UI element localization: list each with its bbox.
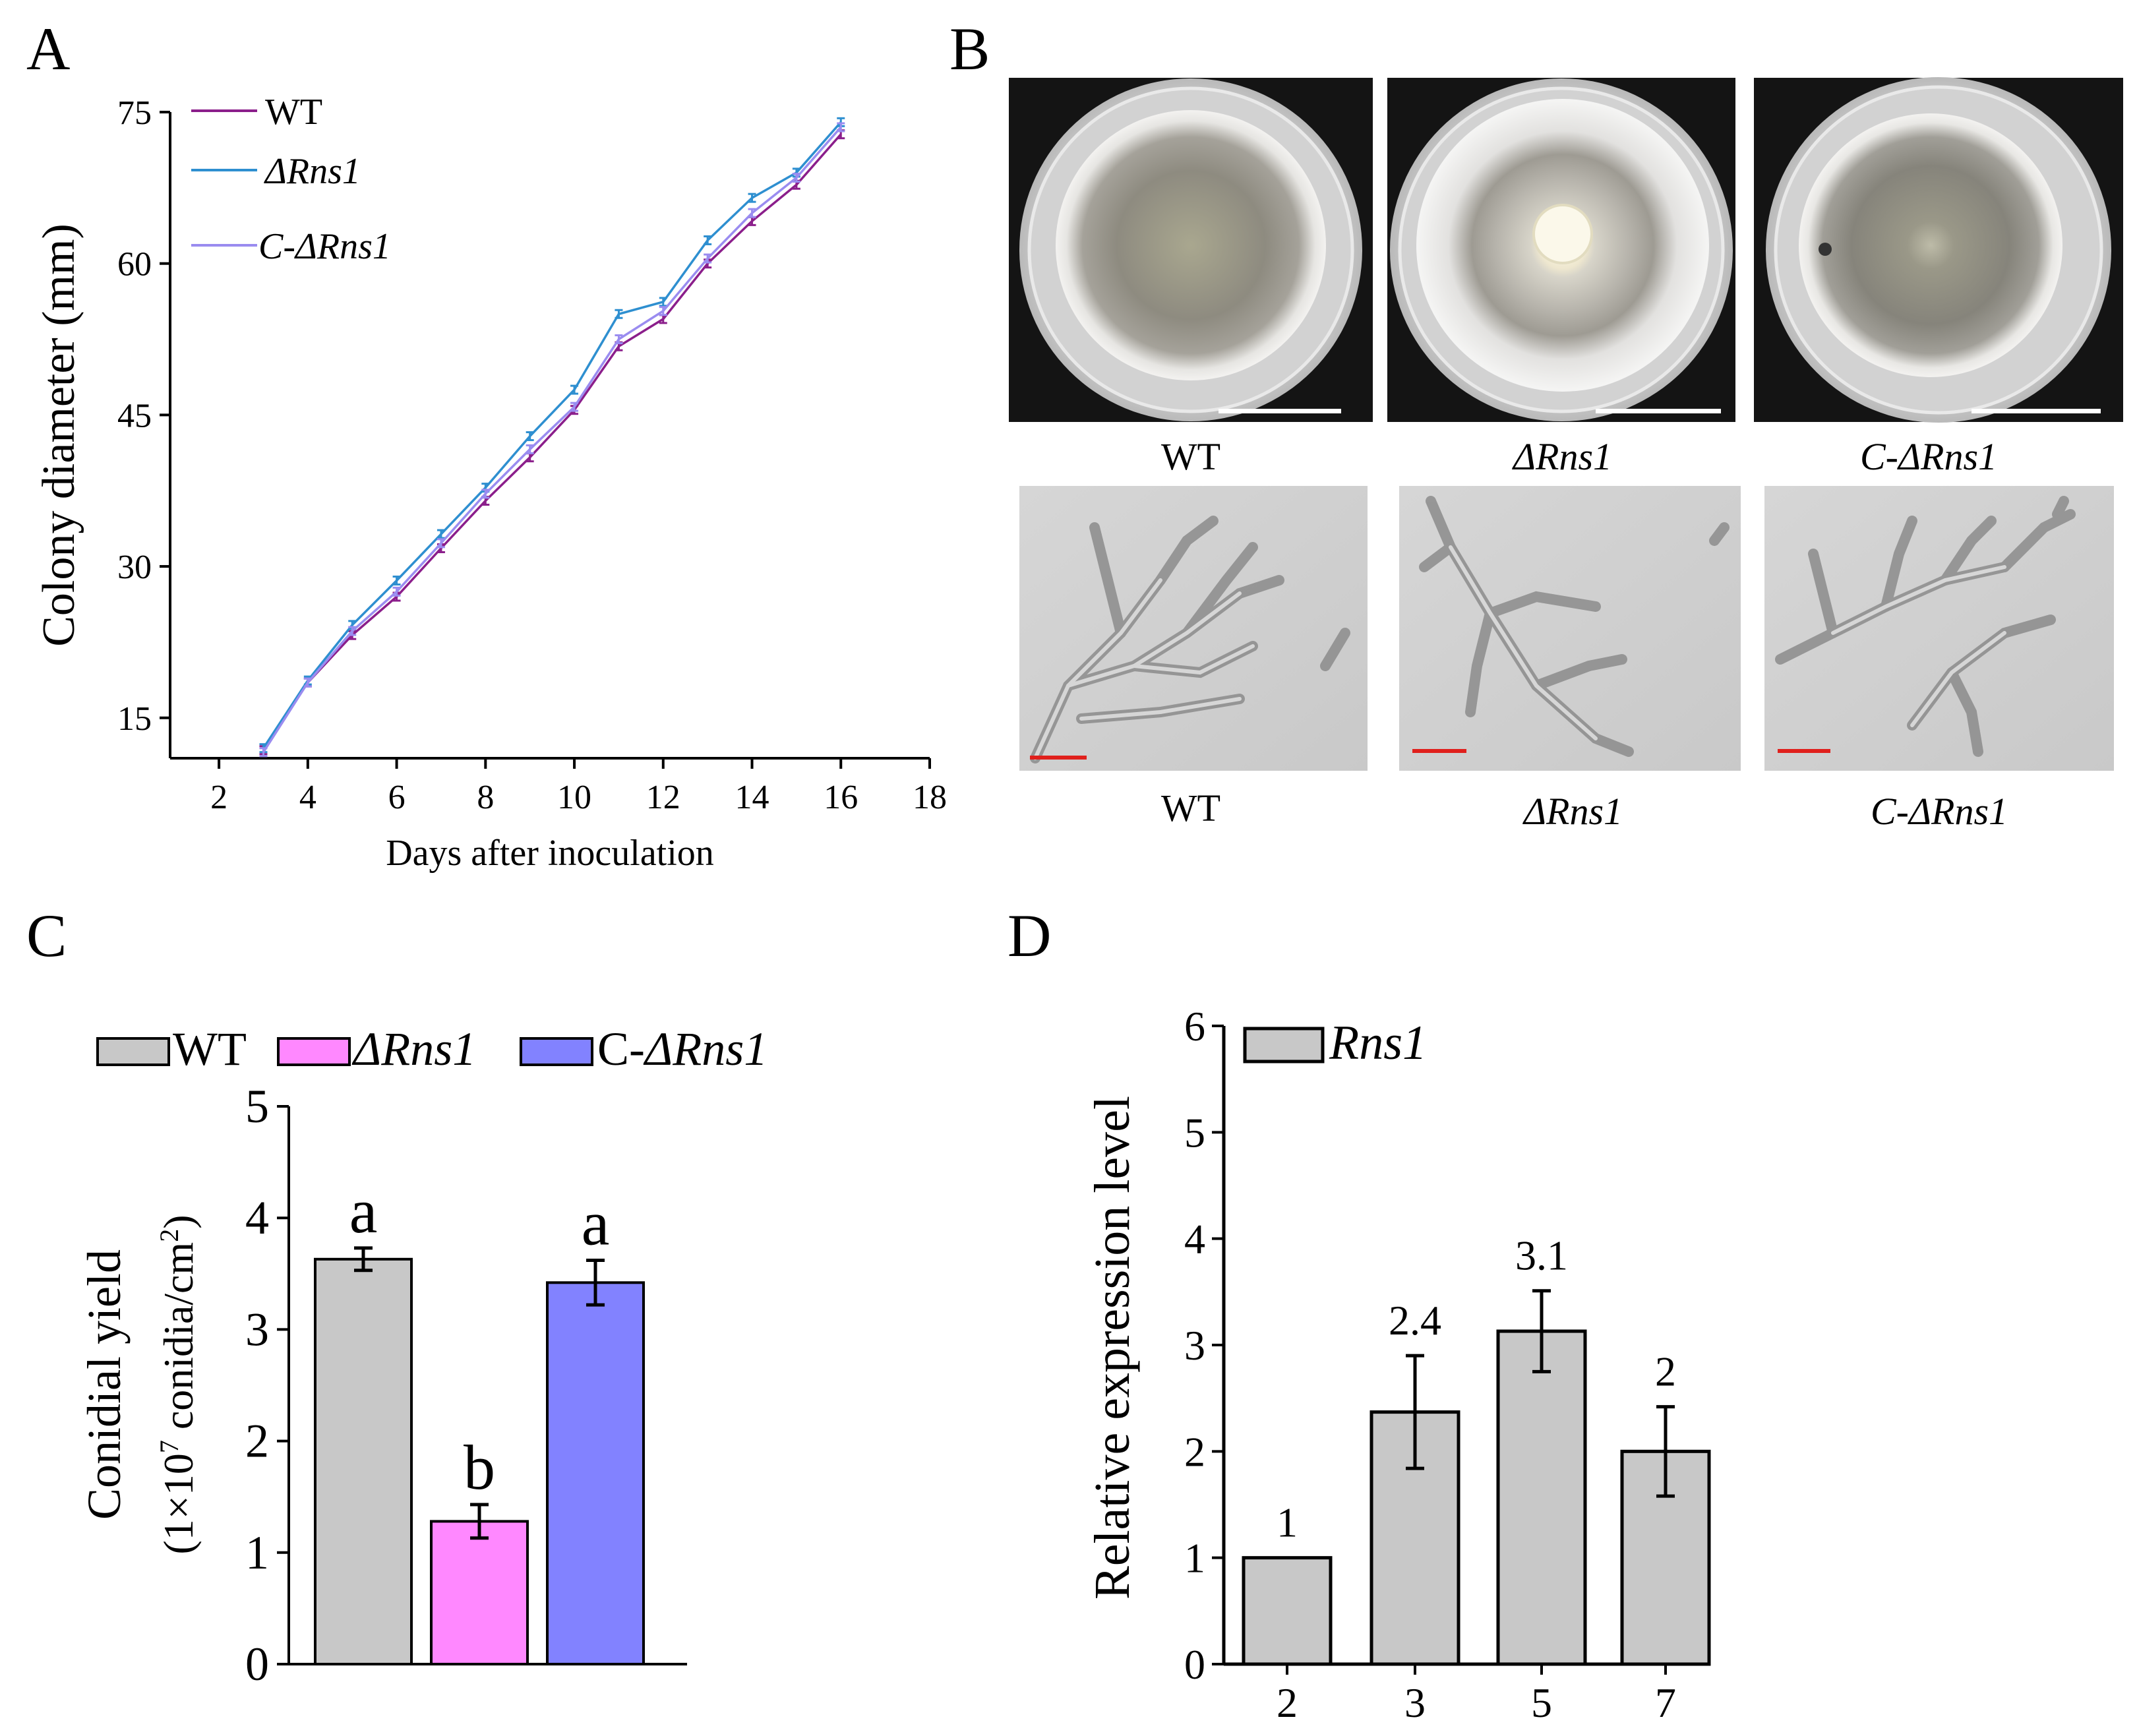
micrograph-wt [1019,486,1368,771]
micro-label-c: C-ΔRns1 [1871,790,2008,833]
a-x-tick-label: 8 [477,779,494,816]
a-y-tick-label: 30 [117,549,152,586]
c-y-tick-label: 3 [245,1303,269,1356]
plate-c-drns1 [1754,77,2123,423]
c-legend-swatch-wt [96,1037,170,1066]
c-bar-c [546,1281,645,1666]
a-x-tick-label: 2 [210,779,227,816]
a-x-tick-label: 14 [735,779,769,816]
a-legend-label-wt: WT [265,92,322,133]
a-y-tick-label: 75 [117,94,152,132]
d-value-label: 1 [1277,1499,1298,1546]
plate-c-scale-bar [1971,409,2101,413]
d-y-tick-label: 5 [1184,1109,1205,1156]
panel-a-letter: A [26,15,70,82]
a-y-axis-label: Colony diameter (mm) [34,224,84,647]
panel-c-letter: C [26,902,67,969]
a-y-tick-label: 15 [117,700,152,738]
d-y-tick-label: 1 [1184,1535,1205,1582]
a-x-tick-label: 16 [824,779,858,816]
plate-wt-scale-bar [1219,409,1341,413]
micro-drns1-scale-bar [1412,749,1466,753]
d-x-tick-label: 7 [1655,1679,1676,1726]
c-y-axis-label: Conidial yield [78,1249,131,1520]
d-value-label: 2 [1655,1348,1676,1395]
d-y-tick-label: 0 [1184,1641,1205,1688]
a-legend: WT ΔRns1 C-ΔRns1 [191,92,391,267]
a-x-tick-label: 10 [557,779,591,816]
panel-a-line-chart: 2 4 6 8 10 12 14 16 18 15 30 45 60 75 Days after inoc… [34,92,947,874]
c-legend-swatch-c [520,1037,593,1066]
a-y-tick-label: 45 [117,397,152,434]
c-bar-drns1 [430,1520,529,1666]
c-y-tick-label: 1 [245,1526,269,1579]
plate-drns1 [1387,78,1735,422]
c-bar-wt [314,1257,413,1665]
c-legend-label-wt: WT [173,1023,247,1075]
a-x-axis-label: Days after inoculation [386,833,714,874]
d-legend: Rns1 [1243,1016,1427,1070]
a-x-tick-label: 18 [913,779,947,816]
d-legend-swatch-rns1 [1243,1027,1325,1063]
d-y-tick-label: 4 [1184,1216,1205,1263]
d-value-label: 3.1 [1515,1232,1568,1279]
c-y-axis-label-units: (1×107 conidia/cm2) [154,1214,202,1554]
c-significance-letter: a [349,1176,378,1246]
c-legend-swatch-drns1 [277,1037,351,1066]
panel-b-images: WT ΔRns1 C-ΔRns1 [1009,77,2123,833]
c-significance-letter: b [464,1432,495,1503]
micro-wt-scale-bar [1030,756,1087,760]
c-significance-letter: a [582,1187,610,1258]
panel-c-bar-chart: WT ΔRns1 C-ΔRns1 0 1 2 3 4 5 a b a Conidial yie… [78,1023,768,1691]
c-y-tick-label: 0 [245,1638,269,1691]
c-y-tick-label: 2 [245,1415,269,1468]
a-series-line-wt [262,133,842,751]
d-x-tick-label: 3 [1404,1679,1426,1726]
plate-label-drns1: ΔRns1 [1512,435,1612,478]
micro-label-wt: WT [1161,787,1220,829]
plate-drns1-scale-bar [1596,409,1721,413]
a-y-tick-label: 60 [117,246,152,284]
a-legend-label-drns1: ΔRns1 [264,151,361,192]
c-legend: WT ΔRns1 C-ΔRns1 [96,1023,768,1075]
c-legend-label-c: C-ΔRns1 [597,1023,768,1075]
c-legend-label-drns1: ΔRns1 [351,1023,476,1075]
panel-b-letter: B [949,15,990,82]
d-bar [1242,1556,1333,1666]
c-y-tick-label: 5 [245,1080,269,1133]
a-legend-label-c: C-ΔRns1 [258,226,391,267]
d-legend-label-rns1: Rns1 [1329,1016,1427,1070]
d-bar [1496,1329,1587,1666]
micro-c-scale-bar [1778,749,1830,753]
plate-label-c: C-ΔRns1 [1860,435,1997,478]
panel-d-letter: D [1008,902,1051,969]
d-y-tick-label: 6 [1184,1003,1205,1050]
d-y-tick-label: 3 [1184,1322,1205,1369]
a-series-line-c [262,126,842,753]
d-x-tick-label: 5 [1531,1679,1552,1726]
a-x-tick-label: 4 [299,779,316,816]
plate-label-wt: WT [1161,435,1220,478]
panel-d-bar-chart: Rns1 0 1 2 3 4 5 6 2 3 5 7 1 2.4 3.1 2 Relative expre… [1085,1003,1711,1726]
d-value-label: 2.4 [1389,1297,1441,1344]
d-x-tick-label: 2 [1277,1679,1298,1726]
d-y-tick-label: 2 [1184,1428,1205,1475]
micrograph-drns1 [1399,486,1741,771]
plate-wt [1009,78,1373,422]
a-x-tick-label: 12 [646,779,680,816]
a-series-line-drns1 [262,121,842,749]
d-y-axis-label: Relative expression level [1085,1096,1140,1600]
micro-label-drns1: ΔRns1 [1522,790,1623,833]
c-y-tick-label: 4 [245,1191,269,1244]
a-x-tick-label: 6 [388,779,406,816]
micrograph-c-drns1 [1764,486,2114,771]
